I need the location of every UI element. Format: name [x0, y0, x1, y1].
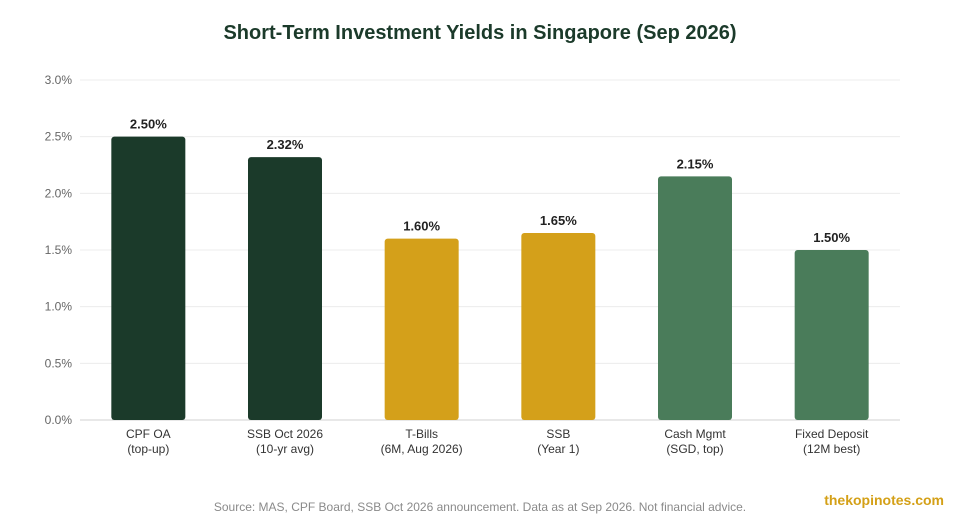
value-label: 1.60%	[403, 219, 440, 234]
y-tick-label: 1.5%	[45, 243, 73, 257]
y-tick-label: 2.5%	[45, 130, 73, 144]
x-tick-label: T-Bills	[405, 427, 438, 441]
gridlines	[80, 79, 900, 421]
bar	[248, 157, 322, 421]
x-tick-label: Fixed Deposit	[795, 427, 869, 441]
bar	[384, 238, 459, 420]
value-label: 1.65%	[540, 213, 577, 228]
x-tick-label: (12M best)	[803, 442, 860, 456]
y-axis-ticks: 0.0% 0.5% 1.0% 1.5% 2.0% 2.5% 3.0%	[45, 73, 73, 427]
value-label: 1.50%	[813, 230, 850, 245]
bars	[111, 136, 869, 421]
y-tick-label: 0.5%	[45, 356, 73, 370]
value-label: 2.50%	[130, 117, 167, 132]
x-tick-label: Cash Mgmt	[664, 427, 726, 441]
x-tick-label: SSB	[546, 427, 570, 441]
bar	[521, 233, 596, 420]
brand-watermark: thekopinotes.com	[824, 492, 944, 508]
value-label: 2.32%	[267, 137, 304, 152]
bar	[794, 250, 869, 420]
x-tick-label: (Year 1)	[537, 442, 579, 456]
y-tick-label: 3.0%	[45, 73, 73, 87]
x-tick-label: (10-yr avg)	[256, 442, 314, 456]
y-tick-label: 0.0%	[45, 413, 73, 427]
value-labels: 2.50% 2.32% 1.60% 1.65% 2.15% 1.50%	[130, 117, 851, 245]
x-axis-ticks: CPF OA(top-up) SSB Oct 2026(10-yr avg) T-B…	[126, 427, 869, 456]
bar	[111, 136, 186, 420]
chart-title: Short-Term Investment Yields in Singapor…	[223, 22, 737, 44]
source-note: Source: MAS, CPF Board, SSB Oct 2026 ann…	[213, 500, 747, 514]
x-tick-label: (SGD, top)	[666, 442, 723, 456]
x-tick-label: (top-up)	[127, 442, 169, 456]
x-tick-label: (6M, Aug 2026)	[381, 442, 463, 456]
y-tick-label: 2.0%	[45, 186, 73, 200]
x-tick-label: SSB Oct 2026	[247, 427, 323, 441]
value-label: 2.15%	[677, 156, 714, 171]
y-tick-label: 1.0%	[45, 300, 73, 314]
bar	[658, 176, 732, 420]
x-tick-label: CPF OA	[126, 427, 171, 441]
